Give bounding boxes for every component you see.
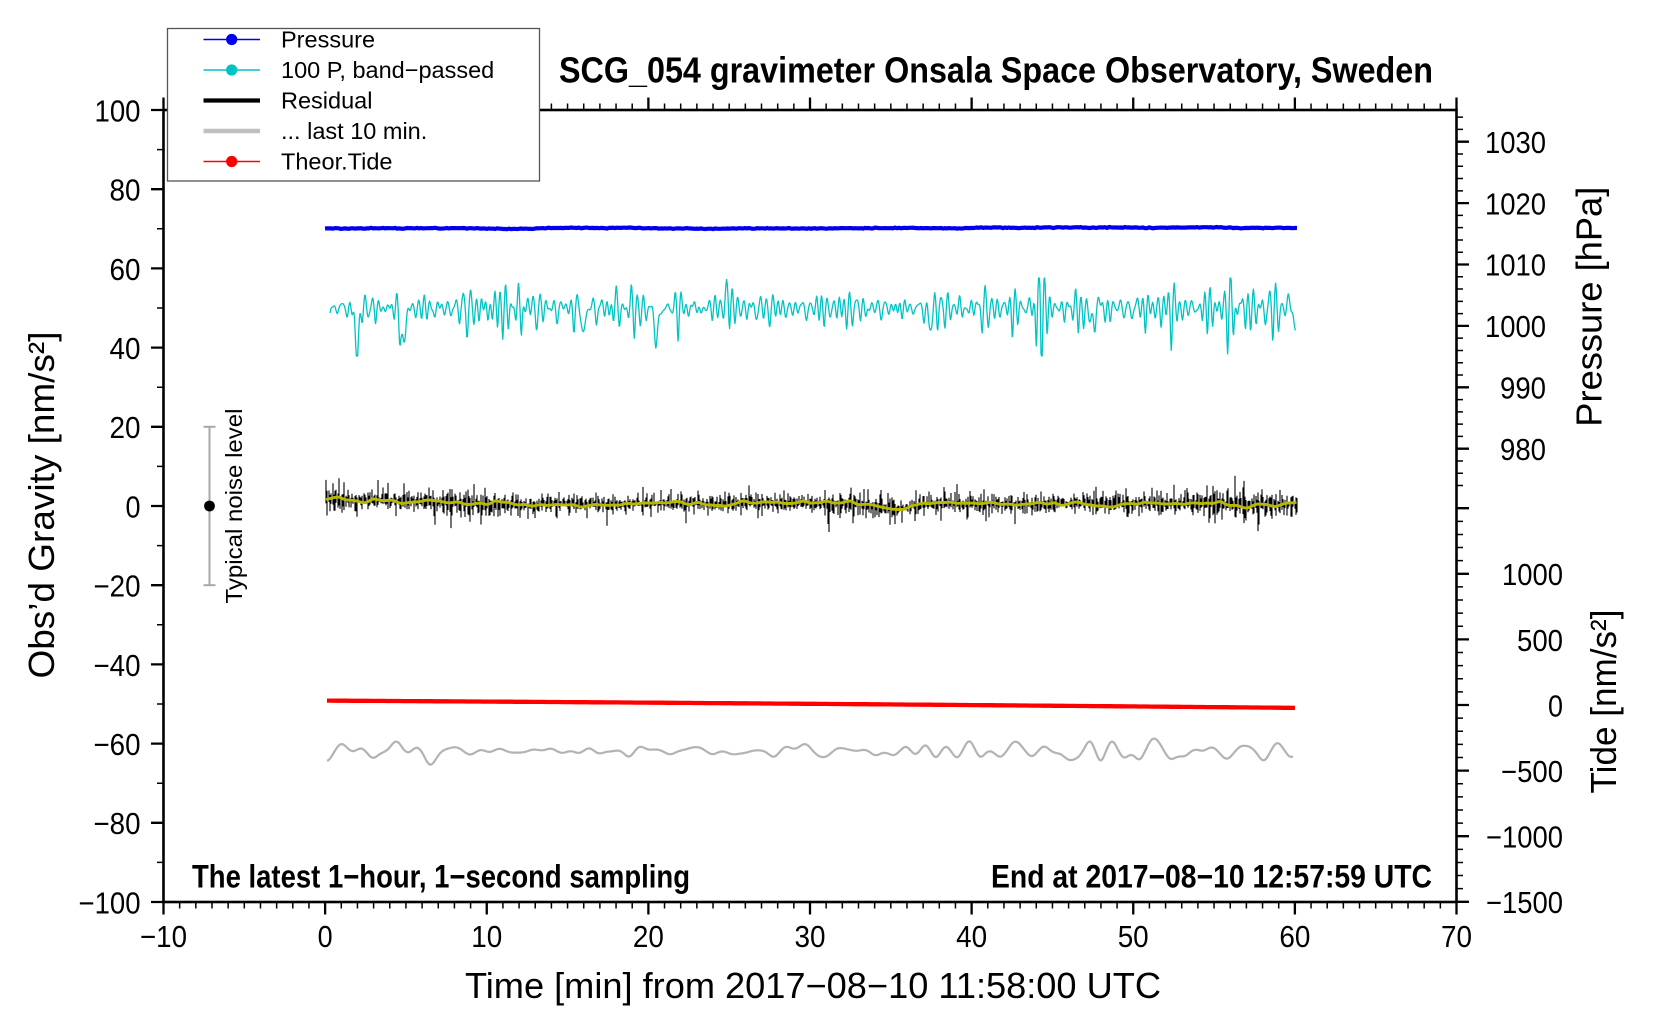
- svg-text:−100: −100: [79, 886, 141, 920]
- svg-text:1010: 1010: [1485, 249, 1546, 283]
- svg-text:50: 50: [1118, 920, 1149, 954]
- svg-text:Obs’d Gravity [nm/s²]: Obs’d Gravity [nm/s²]: [21, 332, 62, 679]
- svg-text:Residual: Residual: [281, 88, 372, 114]
- svg-text:The latest 1−hour, 1−second sa: The latest 1−hour, 1−second sampling: [192, 859, 690, 895]
- svg-text:−80: −80: [94, 807, 141, 841]
- svg-text:1000: 1000: [1502, 558, 1563, 592]
- svg-text:100: 100: [95, 94, 141, 128]
- svg-text:0: 0: [318, 920, 333, 954]
- svg-text:1000: 1000: [1485, 310, 1546, 344]
- svg-text:Pressure: Pressure: [281, 27, 375, 53]
- svg-text:500: 500: [1517, 624, 1563, 658]
- svg-text:20: 20: [633, 920, 664, 954]
- svg-text:... last 10 min.: ... last 10 min.: [281, 118, 427, 144]
- svg-text:40: 40: [110, 332, 141, 366]
- svg-text:Tide [nm/s²]: Tide [nm/s²]: [1583, 610, 1624, 794]
- svg-text:Time [min] from 2017−08−10 11:: Time [min] from 2017−08−10 11:58:00 UTC: [465, 965, 1161, 1006]
- svg-text:1020: 1020: [1485, 187, 1546, 221]
- svg-text:100 P, band−passed: 100 P, band−passed: [281, 57, 494, 83]
- svg-text:30: 30: [795, 920, 826, 954]
- svg-text:0: 0: [126, 490, 141, 524]
- svg-text:40: 40: [956, 920, 987, 954]
- svg-text:−10: −10: [140, 920, 187, 954]
- svg-text:SCG_054 gravimeter Onsala Spac: SCG_054 gravimeter Onsala Space Observat…: [559, 50, 1433, 91]
- svg-text:−60: −60: [94, 728, 141, 762]
- svg-text:60: 60: [1279, 920, 1310, 954]
- svg-text:60: 60: [110, 253, 141, 287]
- svg-text:Pressure [hPa]: Pressure [hPa]: [1569, 187, 1610, 427]
- svg-text:Theor.Tide: Theor.Tide: [281, 149, 392, 175]
- svg-text:10: 10: [471, 920, 502, 954]
- svg-text:−40: −40: [94, 649, 141, 683]
- svg-text:1030: 1030: [1485, 126, 1546, 160]
- svg-text:980: 980: [1500, 433, 1546, 467]
- svg-text:990: 990: [1500, 372, 1546, 406]
- svg-text:Typical noise level: Typical noise level: [221, 409, 247, 604]
- svg-text:−20: −20: [94, 570, 141, 604]
- svg-text:70: 70: [1441, 920, 1472, 954]
- svg-text:−1000: −1000: [1486, 821, 1563, 855]
- svg-text:20: 20: [110, 411, 141, 445]
- svg-text:80: 80: [110, 174, 141, 208]
- svg-text:0: 0: [1548, 689, 1563, 723]
- svg-text:End at 2017−08−10 12:57:59 UTC: End at 2017−08−10 12:57:59 UTC: [991, 859, 1432, 895]
- svg-text:−500: −500: [1501, 755, 1563, 789]
- svg-text:−1500: −1500: [1486, 886, 1563, 920]
